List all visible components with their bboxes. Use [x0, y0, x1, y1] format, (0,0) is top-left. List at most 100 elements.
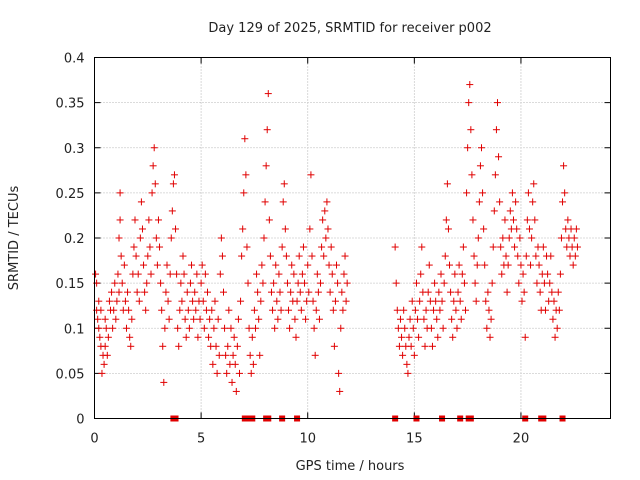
data-point — [329, 306, 337, 314]
data-point — [436, 306, 444, 314]
data-point — [315, 315, 323, 323]
data-point — [530, 180, 538, 188]
data-point — [215, 351, 223, 359]
data-point — [115, 288, 123, 296]
data-point — [428, 342, 436, 350]
data-point — [281, 225, 289, 233]
data-point — [110, 306, 118, 314]
data-point — [564, 216, 572, 224]
data-point — [536, 288, 544, 296]
data-point — [168, 207, 176, 215]
data-point — [290, 270, 298, 278]
data-point — [269, 306, 277, 314]
data-point — [478, 144, 485, 152]
data-point — [271, 324, 279, 332]
data-point — [265, 216, 273, 224]
data-point — [466, 81, 474, 89]
data-point — [150, 144, 158, 152]
data-point — [403, 360, 411, 368]
data-point — [395, 342, 403, 350]
data-point — [523, 216, 531, 224]
data-point — [480, 225, 488, 233]
data-point — [211, 297, 219, 305]
data-point — [274, 315, 282, 323]
data-point — [159, 342, 167, 350]
data-point — [263, 126, 271, 134]
data-point — [431, 279, 439, 287]
data-point — [435, 288, 443, 296]
data-point — [437, 270, 445, 278]
data-point — [116, 189, 124, 197]
data-point — [121, 297, 129, 305]
data-point — [422, 306, 430, 314]
data-point — [136, 234, 144, 242]
y-tick-label: 0.35 — [56, 97, 85, 112]
data-point — [131, 216, 139, 224]
data-point — [488, 279, 496, 287]
data-point — [321, 207, 329, 215]
data-point — [569, 261, 577, 269]
data-point — [237, 297, 245, 305]
data-point — [296, 288, 304, 296]
data-point — [464, 144, 472, 152]
data-point — [407, 342, 415, 350]
data-point — [225, 306, 233, 314]
data-point — [302, 315, 310, 323]
data-point — [148, 189, 156, 197]
data-point — [138, 225, 146, 233]
data-point — [98, 369, 106, 377]
data-point — [135, 297, 143, 305]
data-points — [92, 81, 581, 395]
data-point — [233, 342, 241, 350]
data-point — [451, 270, 459, 278]
data-point — [497, 243, 505, 251]
data-point — [572, 225, 580, 233]
data-point — [323, 198, 331, 206]
data-point — [401, 324, 409, 332]
data-point — [164, 297, 172, 305]
data-point — [134, 270, 142, 278]
data-point — [293, 297, 301, 305]
data-point — [117, 252, 125, 260]
data-point — [209, 360, 217, 368]
data-point — [142, 306, 150, 314]
data-point — [182, 333, 190, 341]
data-point — [298, 270, 306, 278]
data-point — [421, 342, 429, 350]
y-tick-label: 0.1 — [64, 322, 85, 337]
x-tick-label: 0 — [90, 432, 98, 447]
data-point — [463, 189, 471, 197]
data-point — [341, 252, 349, 260]
data-point — [170, 171, 178, 179]
data-point — [137, 198, 145, 206]
data-point — [292, 333, 300, 341]
data-point — [124, 288, 132, 296]
data-point — [291, 315, 299, 323]
data-point — [297, 306, 305, 314]
data-point — [193, 270, 201, 278]
data-point — [180, 270, 188, 278]
data-point — [305, 288, 313, 296]
data-point — [533, 279, 541, 287]
data-point — [232, 387, 240, 395]
data-point — [273, 297, 281, 305]
data-point — [204, 288, 212, 296]
data-point — [326, 288, 334, 296]
data-point — [144, 252, 152, 260]
data-point — [286, 324, 294, 332]
data-point — [425, 261, 433, 269]
data-point — [183, 288, 191, 296]
data-point — [394, 324, 402, 332]
data-point — [260, 234, 268, 242]
data-point — [258, 261, 266, 269]
data-point — [559, 198, 567, 206]
y-tick-label: 0.4 — [64, 52, 85, 67]
data-point — [511, 243, 519, 251]
data-point — [156, 243, 164, 251]
data-point — [104, 333, 112, 341]
data-point — [92, 270, 100, 278]
data-point — [527, 261, 535, 269]
x-axis-label: GPS time / hours — [296, 459, 405, 474]
data-point — [459, 243, 467, 251]
